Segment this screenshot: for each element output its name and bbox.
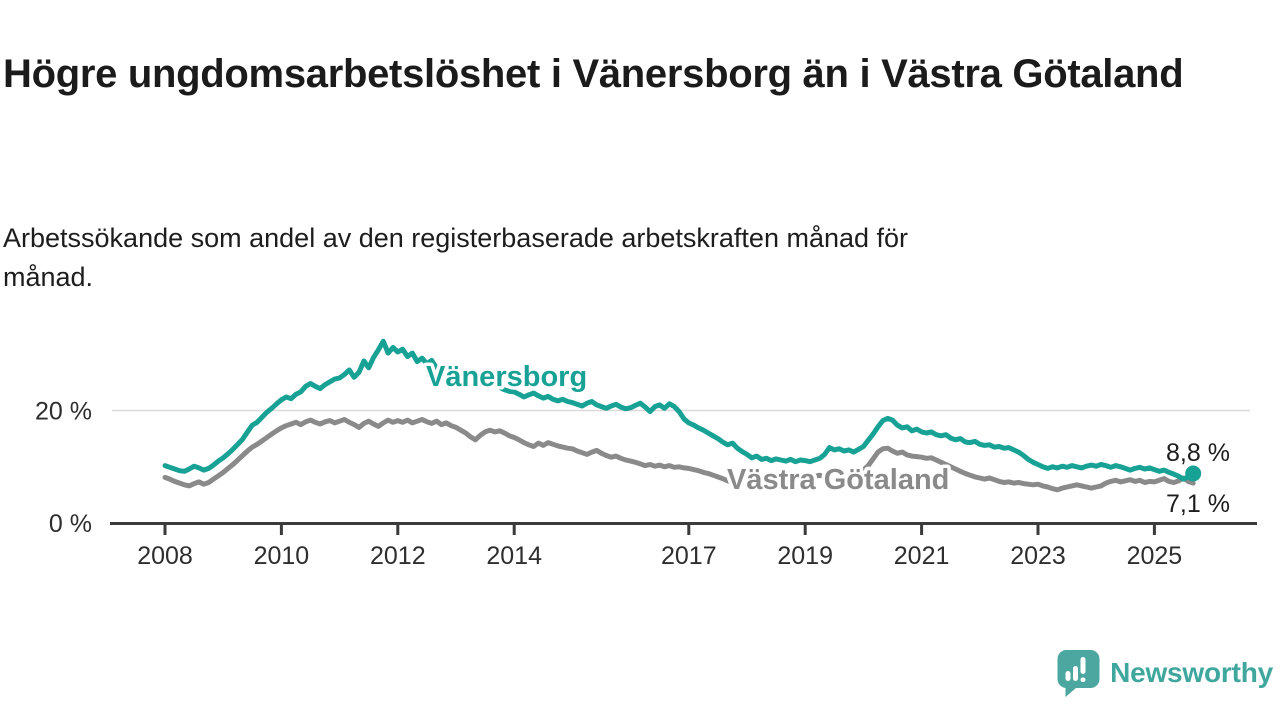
chart-subtitle: Arbetssökande som andel av den registerb… [3,223,909,292]
x-tick-label-2008: 2008 [137,542,193,570]
series-label-vastra-gotaland: Västra Götaland [727,464,949,496]
end-value-label-vanersborg: 8,8 % [1166,439,1230,467]
series-label-vanersborg: Vänersborg [426,361,587,393]
newsworthy-logo: Newsworthy [1056,649,1273,697]
x-tick-label-2012: 2012 [370,542,426,570]
x-tick-label-2021: 2021 [894,542,950,570]
series-line-vastra-gotaland [162,417,1196,493]
latest-point-dot [1185,465,1202,482]
y-tick-label-0: 0 % [49,510,92,538]
series-line-vanersborg [162,338,1196,482]
x-tick-label-2025: 2025 [1127,542,1183,570]
x-axis-ticks: 2008 2010 2012 2014 2017 2019 2021 2023 2025 [137,524,1182,570]
page-title: Högre ungdomsarbetslöshet i Vänersborg ä… [3,51,1184,96]
newsworthy-wordmark: Newsworthy [1110,657,1273,688]
x-tick-label-2017: 2017 [661,542,717,570]
end-value-label-vastra-gotaland: 7,1 % [1166,490,1230,518]
series-layer [162,338,1202,493]
x-tick-label-2023: 2023 [1010,542,1066,570]
newsworthy-speech-bubble-icon [1057,650,1100,697]
x-tick-label-2014: 2014 [486,542,542,570]
x-tick-label-2019: 2019 [777,542,833,570]
x-tick-label-2010: 2010 [254,542,310,570]
y-tick-label-20: 20 % [35,398,92,426]
